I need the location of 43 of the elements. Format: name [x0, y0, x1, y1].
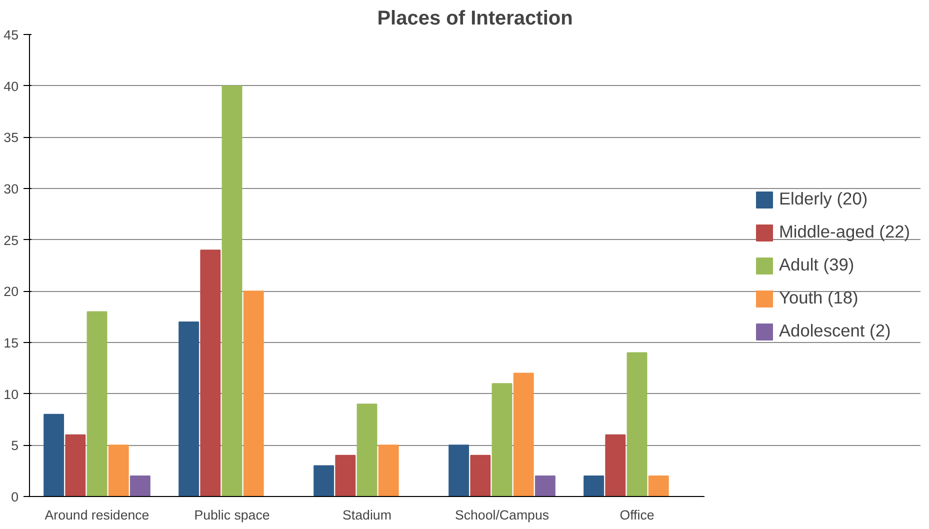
x-tick-label: School/Campus [454, 508, 550, 522]
x-tick-label: Around residence [44, 508, 150, 522]
y-tick-label: 35 [4, 130, 19, 146]
bar [626, 352, 648, 496]
bar [335, 454, 356, 496]
bar [492, 383, 512, 496]
y-tick-label: 0 [11, 490, 19, 504]
bar [448, 444, 470, 496]
bar [222, 85, 242, 496]
y-tick-label: 30 [4, 182, 19, 196]
x-tick-label: Stadium [342, 508, 392, 522]
bar [44, 414, 64, 496]
bar [314, 465, 334, 496]
legend-label: Adult (39) [779, 254, 854, 276]
legend-label: Adolescent (2) [779, 320, 891, 342]
legend-label: Youth (18) [779, 288, 858, 308]
legend-label: Middle-aged (22) [779, 222, 910, 242]
y-tick-label: 5 [11, 438, 19, 454]
bar [584, 475, 604, 496]
bar [648, 475, 669, 496]
bar [130, 475, 150, 496]
y-tick-label: 15 [4, 336, 19, 350]
bar [200, 250, 221, 496]
bar [356, 404, 378, 496]
bar [86, 311, 108, 496]
x-tick-label: Office [620, 508, 654, 522]
bar [243, 290, 264, 496]
bar [513, 372, 534, 496]
legend-label: Elderly (20) [779, 188, 868, 210]
bar [534, 475, 556, 496]
bar [470, 454, 491, 496]
bar [178, 321, 200, 496]
chart-title: Places of Interaction [377, 8, 573, 30]
y-tick-label: 20 [4, 284, 19, 300]
bar [378, 444, 399, 496]
bar [605, 434, 626, 496]
y-tick-label: 10 [4, 386, 19, 402]
bar [108, 444, 129, 496]
y-tick-label: 25 [4, 232, 19, 248]
y-tick-label: 45 [4, 28, 19, 42]
bar [65, 434, 86, 496]
y-tick-label: 40 [4, 78, 19, 94]
x-tick-label: Public space [194, 508, 270, 522]
